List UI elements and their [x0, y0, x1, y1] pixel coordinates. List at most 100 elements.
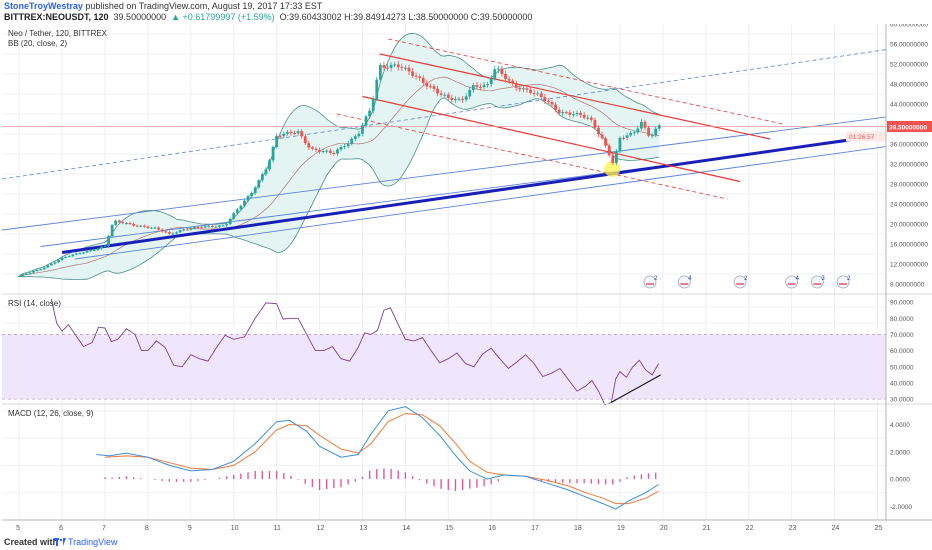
- candle-body: [103, 245, 107, 247]
- candle-body: [49, 263, 53, 266]
- time-tick-label: 11: [274, 525, 281, 532]
- candle-body: [414, 75, 418, 77]
- rsi-tick-label: 60.0000: [890, 348, 914, 355]
- candle: [46, 264, 50, 269]
- candle: [117, 219, 121, 224]
- candle: [343, 143, 346, 150]
- candle: [296, 129, 300, 136]
- candle: [96, 247, 100, 251]
- candle: [475, 81, 479, 90]
- candle-body: [60, 257, 64, 261]
- candle: [564, 110, 568, 115]
- candle-body: [429, 86, 432, 88]
- candle: [182, 228, 186, 232]
- candle: [185, 228, 189, 231]
- candle-body: [511, 80, 515, 84]
- time-tick-label: 16: [488, 525, 496, 532]
- candle-body: [572, 114, 575, 116]
- candle-body: [500, 68, 504, 75]
- candle-body: [128, 223, 132, 225]
- candle: [293, 130, 296, 136]
- chart-header: StoneTroyWestray published on TradingVie…: [0, 0, 932, 24]
- candle-body: [285, 131, 289, 134]
- time-tick-label: 19: [617, 525, 625, 532]
- candle: [114, 219, 118, 227]
- candle-body: [46, 265, 50, 268]
- tradingview-brand[interactable]: TradingView: [68, 537, 118, 547]
- candle: [357, 131, 361, 138]
- candle: [253, 185, 257, 195]
- candle: [557, 106, 561, 116]
- candle: [486, 81, 490, 88]
- author-link[interactable]: StoneTroyWestray: [4, 1, 83, 11]
- rsi-trendline: [611, 374, 661, 403]
- macd-tick-label: 4.0000: [890, 422, 910, 429]
- candle-body: [411, 71, 414, 76]
- candle-body: [550, 102, 554, 105]
- candle: [85, 250, 89, 254]
- candle: [221, 224, 225, 227]
- time-tick-label: 21: [703, 525, 711, 532]
- candle: [135, 224, 139, 228]
- bollinger-label: BB (20, close, 2): [8, 39, 67, 48]
- candle: [393, 61, 397, 67]
- candle: [139, 224, 143, 227]
- candle-body: [525, 88, 529, 90]
- candle-body: [160, 229, 164, 232]
- candle: [482, 82, 486, 90]
- time-tick-label: 18: [574, 525, 582, 532]
- candle: [107, 234, 110, 247]
- candle-body: [246, 196, 250, 201]
- candle: [285, 130, 289, 136]
- candle-body: [607, 145, 611, 156]
- candle-body: [486, 84, 490, 86]
- candle-body: [632, 132, 636, 134]
- candle-body: [529, 89, 532, 93]
- price-tick-label: 28.00000000: [890, 182, 928, 189]
- candle-body: [368, 110, 372, 117]
- candle: [454, 96, 457, 103]
- low-highlight: [604, 161, 621, 177]
- candle: [361, 122, 364, 137]
- candle: [100, 245, 103, 250]
- candle: [604, 136, 608, 148]
- candle-body: [439, 93, 443, 95]
- candle-body: [457, 98, 461, 100]
- candle-body: [78, 253, 82, 255]
- candle-body: [89, 250, 93, 252]
- candle-body: [586, 117, 590, 119]
- ohlc-values: O:39.60433002 H:39.84914273 L:38.5000000…: [279, 12, 533, 22]
- candle: [589, 115, 593, 123]
- candle-body: [64, 256, 68, 258]
- candle-body: [346, 143, 350, 147]
- candle-body: [454, 99, 457, 101]
- candle: [439, 90, 443, 98]
- candle: [386, 64, 389, 71]
- candle-body: [336, 149, 339, 154]
- candle-body: [475, 85, 479, 87]
- candle-body: [132, 223, 135, 226]
- candle-body: [321, 151, 325, 153]
- time-tick-label: 8: [145, 525, 149, 532]
- candle-body: [614, 151, 618, 163]
- candle-body: [17, 276, 21, 277]
- candle: [346, 141, 350, 149]
- candle: [203, 225, 207, 229]
- candle-body: [293, 133, 296, 135]
- time-tick-label: 14: [402, 525, 410, 532]
- candle-body: [157, 227, 161, 230]
- candle-body: [400, 67, 404, 69]
- candle-body: [268, 160, 271, 170]
- candle-body: [239, 205, 243, 210]
- candle-body: [403, 67, 407, 69]
- descending-channel-top: [379, 53, 771, 140]
- candle: [636, 125, 640, 135]
- candle: [328, 148, 332, 155]
- candle: [411, 67, 414, 78]
- candle: [28, 271, 32, 275]
- time-tick-label: 25: [874, 525, 882, 532]
- candle-body: [318, 149, 321, 152]
- candle-body: [597, 127, 600, 135]
- candle: [650, 132, 654, 139]
